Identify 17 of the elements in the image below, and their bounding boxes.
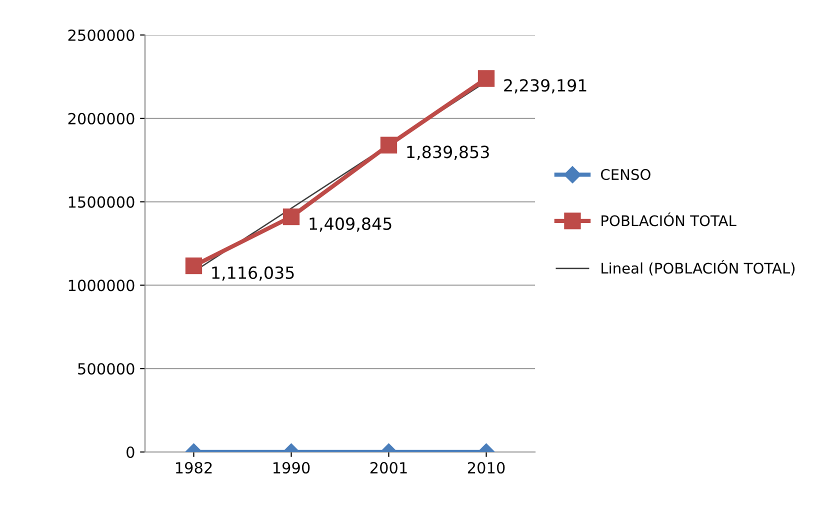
y-tick-label: 2000000 bbox=[68, 112, 134, 124]
x-tick-label: 1990 bbox=[273, 462, 310, 474]
y-tick-label: 1000000 bbox=[68, 280, 134, 292]
data-label: 1,839,853 bbox=[407, 146, 489, 160]
legend-label: CENSO bbox=[601, 169, 650, 180]
y-tick-label: 2500000 bbox=[68, 29, 134, 42]
legend-label: POBLACIÓN TOTAL bbox=[602, 212, 736, 226]
x-tick-label: 1982 bbox=[176, 462, 212, 474]
data-label: 1,116,035 bbox=[212, 266, 294, 281]
legend-label: Lineal (POBLACIÓN TOTAL) bbox=[602, 260, 795, 276]
y-tick-label: 1500000 bbox=[68, 196, 134, 208]
x-tick-label: 2001 bbox=[370, 462, 407, 474]
data-label: 1,409,845 bbox=[310, 217, 392, 232]
y-tick-label: 500000 bbox=[78, 363, 134, 375]
x-tick-label: 2010 bbox=[468, 462, 505, 474]
data-label: 2,239,191 bbox=[504, 79, 586, 94]
y-tick-label: 0 bbox=[126, 446, 134, 458]
